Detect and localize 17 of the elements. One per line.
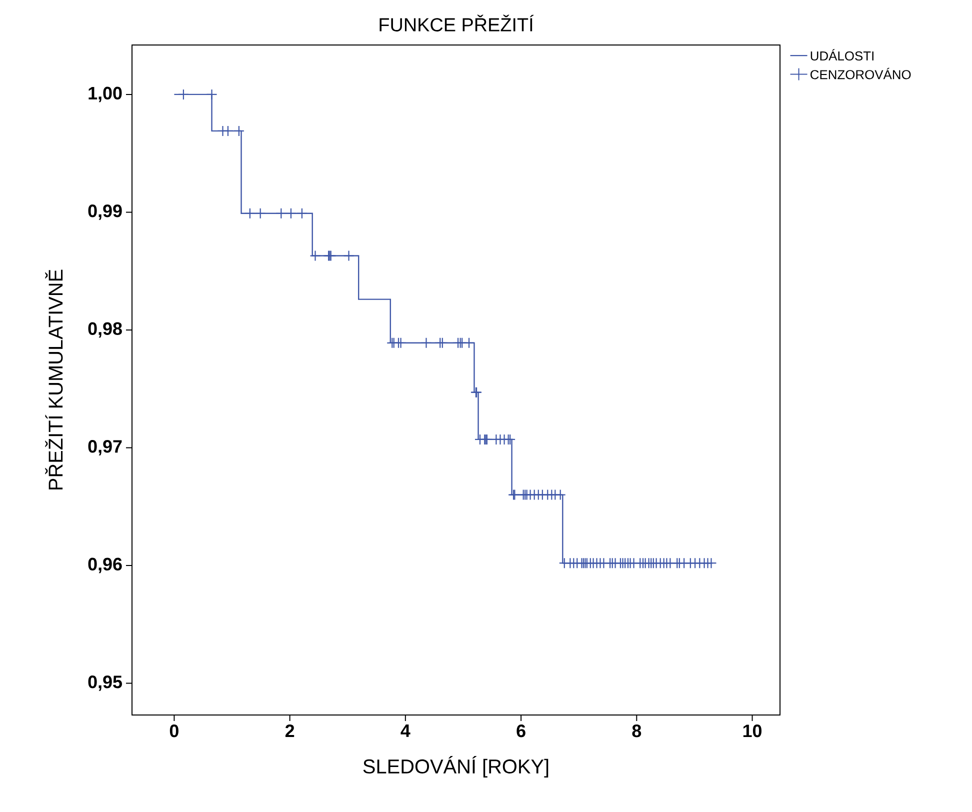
x-tick-label: 2 bbox=[285, 724, 294, 738]
y-tick-label: 0,96 bbox=[88, 558, 122, 574]
y-tick-label: 0,99 bbox=[88, 204, 122, 220]
y-axis-title: PŘEŽITÍ KUMULATIVNĚ bbox=[45, 270, 63, 490]
x-tick-label: 10 bbox=[743, 724, 762, 738]
x-tick-label: 6 bbox=[516, 724, 526, 738]
y-tick-label: 1,00 bbox=[88, 86, 122, 102]
x-tick-label: 0 bbox=[170, 724, 178, 738]
legend-label: UDÁLOSTI bbox=[810, 49, 874, 61]
y-tick-label: 0,95 bbox=[88, 676, 122, 691]
legend-label: CENZOROVÁNO bbox=[810, 68, 911, 80]
x-tick-label: 8 bbox=[632, 724, 642, 738]
y-tick-label: 0,98 bbox=[88, 322, 122, 338]
x-tick-label: 4 bbox=[400, 724, 410, 737]
chart-title: FUNKCE PŘEŽITÍ bbox=[380, 14, 534, 32]
y-tick-label: 0,97 bbox=[88, 440, 122, 456]
x-axis-title: SLEDOVÁNÍ [ROKY] bbox=[363, 756, 548, 778]
